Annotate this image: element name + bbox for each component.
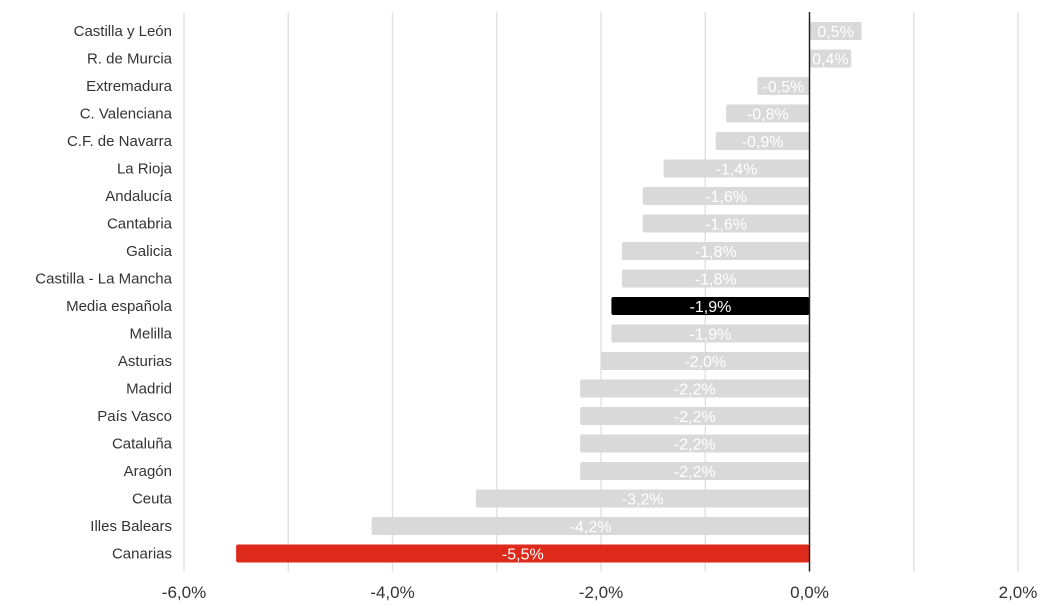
category-label: Canarias <box>112 546 172 563</box>
category-label: Illes Balears <box>90 518 172 535</box>
bar <box>475 489 810 508</box>
x-tick-label: -6,0% <box>162 583 206 602</box>
value-label: -1,8% <box>695 244 737 261</box>
bar <box>642 214 810 233</box>
value-label: -1,4% <box>716 162 758 179</box>
gridlines <box>183 12 1019 572</box>
bar <box>726 104 810 123</box>
x-tick-label: 2,0% <box>999 583 1038 602</box>
value-label: 0,4% <box>812 52 848 69</box>
category-label: Galicia <box>126 243 173 260</box>
bar <box>371 517 810 535</box>
bar <box>757 77 810 95</box>
category-label: Media española <box>66 298 173 315</box>
x-tick-label: 0,0% <box>790 583 829 602</box>
category-label: Madrid <box>126 381 172 398</box>
x-tick-label: -4,0% <box>370 583 414 602</box>
value-label: -2,2% <box>674 382 716 399</box>
value-label: -2,2% <box>674 409 716 426</box>
value-label: -0,9% <box>742 134 784 151</box>
category-label: C.F. de Navarra <box>67 133 173 150</box>
value-label: -0,5% <box>763 79 805 96</box>
value-labels: 0,5% 0,4% -0,5% -0,8% -0,9% -1,4% -1,6% -1,6% -1… <box>502 24 854 564</box>
x-tick-labels: -6,0% -4,0% -2,0% 0,0% 2,0% <box>162 583 1038 602</box>
category-label: Cantabria <box>107 216 173 233</box>
value-label: -3,2% <box>622 492 664 509</box>
bar <box>663 159 810 178</box>
category-label: Castilla y León <box>74 23 172 40</box>
bar <box>621 242 810 260</box>
category-label: Andalucía <box>105 188 172 205</box>
value-label: -2,2% <box>674 464 716 481</box>
bar <box>611 324 810 343</box>
category-label: Ceuta <box>132 491 173 508</box>
bar <box>580 434 810 453</box>
value-label: -1,8% <box>695 272 737 289</box>
bar <box>580 379 810 398</box>
value-label: 0,5% <box>817 24 853 41</box>
bar <box>809 49 852 68</box>
value-label: -0,8% <box>747 107 789 124</box>
category-label: País Vasco <box>97 408 172 425</box>
bar <box>715 132 810 150</box>
x-tick-label: -2,0% <box>579 583 623 602</box>
bar <box>236 544 810 563</box>
value-label: -1,9% <box>690 327 732 344</box>
category-label: Cataluña <box>112 436 173 453</box>
value-label: -4,2% <box>570 519 612 536</box>
category-label: Asturias <box>118 353 172 370</box>
category-label: La Rioja <box>117 161 173 178</box>
value-label: -2,0% <box>684 354 726 371</box>
bar <box>621 269 810 288</box>
bars <box>236 22 862 563</box>
bar <box>580 407 810 425</box>
bar <box>580 462 810 480</box>
value-label: -5,5% <box>502 547 544 564</box>
bar <box>611 297 810 315</box>
bar <box>809 22 862 40</box>
value-label: -2,2% <box>674 437 716 454</box>
category-label: Castilla - La Mancha <box>35 271 172 288</box>
category-labels: Castilla y León R. de Murcia Extremadura C.… <box>35 23 172 563</box>
category-label: Extremadura <box>86 78 173 95</box>
category-label: Aragón <box>124 463 172 480</box>
bar <box>601 352 810 370</box>
category-label: R. de Murcia <box>87 51 173 68</box>
value-label: -1,6% <box>705 217 747 234</box>
value-label: -1,9% <box>690 299 732 316</box>
bar <box>642 187 810 205</box>
value-label: -1,6% <box>705 189 747 206</box>
category-label: Melilla <box>129 326 172 343</box>
category-label: C. Valenciana <box>80 106 173 123</box>
